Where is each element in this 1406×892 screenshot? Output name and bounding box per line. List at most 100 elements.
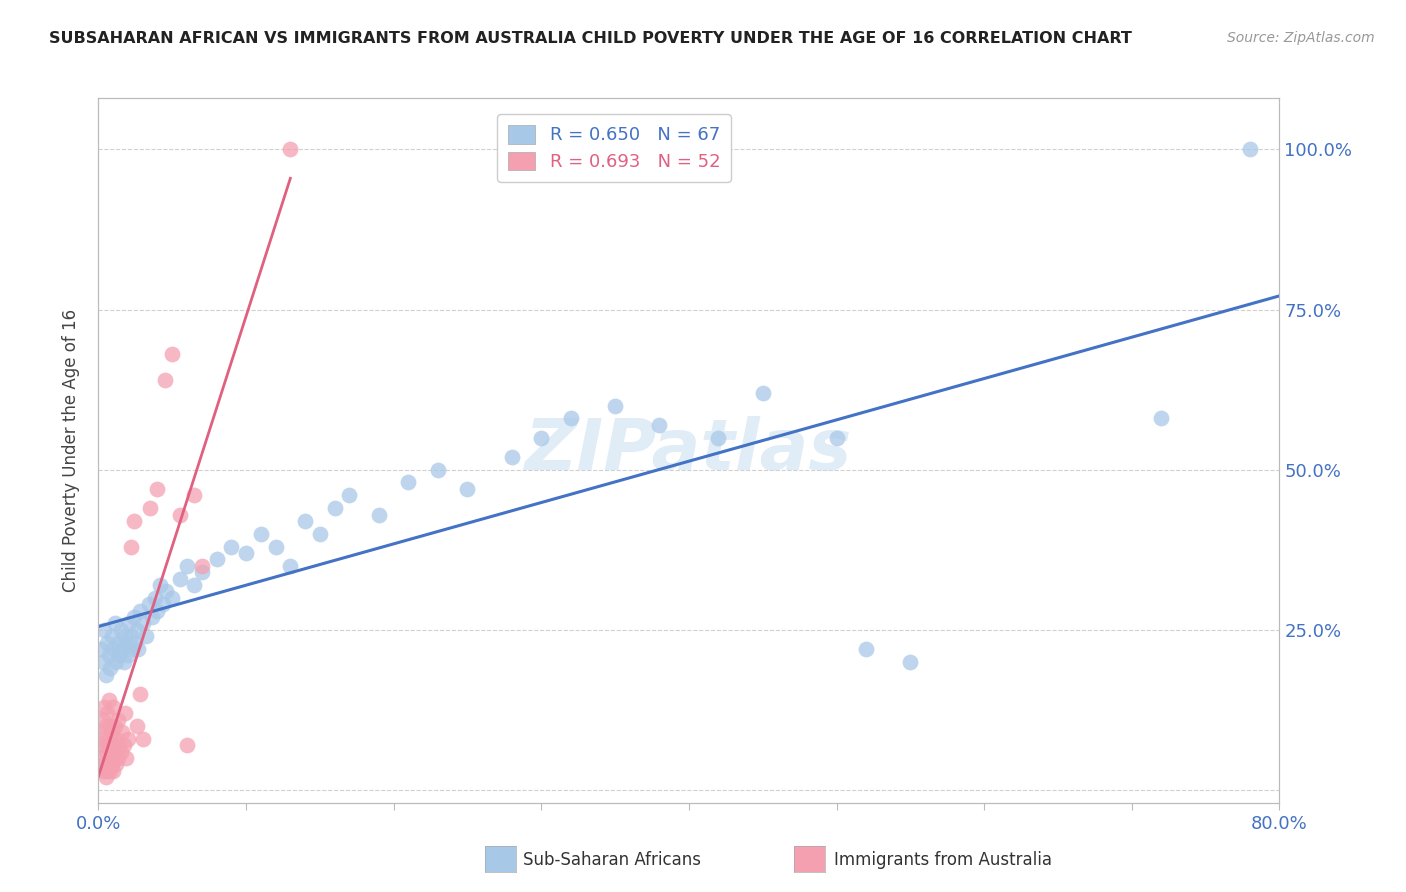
Point <box>117 648 139 663</box>
Point <box>146 604 169 618</box>
Point <box>128 604 150 618</box>
Point <box>138 597 160 611</box>
Point <box>219 540 242 554</box>
Legend: R = 0.650   N = 67, R = 0.693   N = 52: R = 0.650 N = 67, R = 0.693 N = 52 <box>498 114 731 182</box>
Point <box>501 450 523 464</box>
Point <box>105 731 128 746</box>
Point <box>91 655 114 669</box>
Point <box>114 706 136 720</box>
Point <box>108 648 131 663</box>
Point <box>191 565 214 579</box>
Point <box>90 751 112 765</box>
Point <box>122 610 145 624</box>
Point <box>309 526 332 541</box>
Point <box>169 572 191 586</box>
Point <box>90 642 112 657</box>
Point <box>100 725 122 739</box>
Point <box>93 623 115 637</box>
Point <box>103 642 125 657</box>
Point <box>93 757 115 772</box>
Point <box>141 610 163 624</box>
Point <box>98 764 121 778</box>
Point <box>155 584 177 599</box>
Point <box>93 699 115 714</box>
Point <box>162 591 183 605</box>
Point <box>97 648 120 663</box>
Point <box>111 725 134 739</box>
Point <box>117 731 139 746</box>
Point <box>107 751 129 765</box>
Point <box>94 745 117 759</box>
Y-axis label: Child Poverty Under the Age of 16: Child Poverty Under the Age of 16 <box>62 309 80 592</box>
Point <box>278 142 302 156</box>
Point <box>104 751 127 765</box>
Point <box>112 655 135 669</box>
Point <box>120 629 142 643</box>
Point <box>112 738 135 752</box>
Point <box>118 616 141 631</box>
Point <box>855 642 877 657</box>
Point <box>139 501 162 516</box>
Text: Sub-Saharan Africans: Sub-Saharan Africans <box>523 851 702 869</box>
Text: Immigrants from Australia: Immigrants from Australia <box>834 851 1052 869</box>
Point <box>98 661 121 675</box>
Point <box>97 731 120 746</box>
Point <box>149 578 172 592</box>
Point <box>135 629 157 643</box>
Point <box>1150 411 1173 425</box>
Point <box>97 757 120 772</box>
Point <box>94 719 117 733</box>
Point <box>125 623 148 637</box>
Point <box>103 764 125 778</box>
Text: ZIPatlas: ZIPatlas <box>526 416 852 485</box>
Point <box>132 616 155 631</box>
Point <box>121 642 143 657</box>
Point <box>707 431 730 445</box>
Point <box>278 558 302 573</box>
Point <box>96 706 118 720</box>
Point <box>152 597 174 611</box>
Point <box>294 514 316 528</box>
Point <box>143 591 166 605</box>
Point <box>98 745 121 759</box>
Point <box>530 431 553 445</box>
Point <box>605 399 627 413</box>
Point <box>107 713 129 727</box>
Point <box>103 738 125 752</box>
Point <box>191 558 214 573</box>
Point <box>115 751 138 765</box>
Point <box>91 713 114 727</box>
Point <box>94 770 117 784</box>
Text: Source: ZipAtlas.com: Source: ZipAtlas.com <box>1227 31 1375 45</box>
Point <box>97 693 120 707</box>
Point <box>368 508 391 522</box>
Point <box>93 725 115 739</box>
Point <box>427 463 450 477</box>
Point <box>648 417 671 432</box>
Text: SUBSAHARAN AFRICAN VS IMMIGRANTS FROM AUSTRALIA CHILD POVERTY UNDER THE AGE OF 1: SUBSAHARAN AFRICAN VS IMMIGRANTS FROM AU… <box>49 31 1132 46</box>
Point <box>183 488 205 502</box>
Point <box>90 731 112 746</box>
Point <box>235 546 257 560</box>
Point <box>122 514 145 528</box>
Point <box>94 667 117 681</box>
Point <box>560 411 582 425</box>
Point <box>100 757 122 772</box>
Point <box>132 731 155 746</box>
Point <box>176 558 198 573</box>
Point <box>125 719 148 733</box>
Point <box>250 526 273 541</box>
Point <box>169 508 191 522</box>
Point <box>96 635 118 649</box>
Point <box>105 757 128 772</box>
Point <box>176 738 198 752</box>
Point <box>103 699 125 714</box>
Point <box>91 738 114 752</box>
Point <box>104 616 127 631</box>
Point <box>339 488 360 502</box>
Point <box>98 719 121 733</box>
Point <box>323 501 346 516</box>
Point <box>120 540 142 554</box>
Point <box>108 738 131 752</box>
Point <box>111 642 134 657</box>
